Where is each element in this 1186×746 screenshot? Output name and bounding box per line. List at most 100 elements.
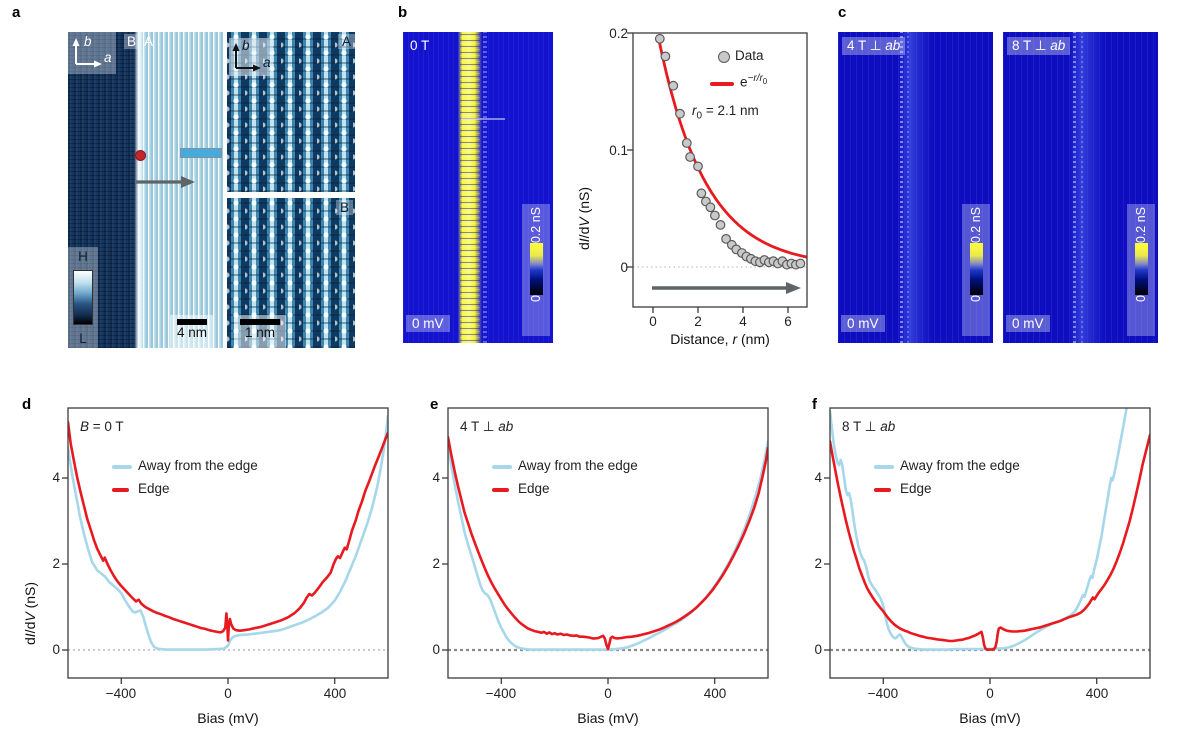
ytick-0: 0 xyxy=(52,642,60,657)
spectra-chart-0T xyxy=(62,407,389,684)
crystal-axes-arrows xyxy=(72,38,102,68)
colorbar-min-label: 0 xyxy=(969,295,983,303)
map-field-label: 0 T xyxy=(410,38,430,53)
legend-data-label: Data xyxy=(735,48,764,63)
xtick-0: 0 xyxy=(224,686,232,701)
scalebar-main-label: 4 nm xyxy=(176,325,207,340)
legend-edge-swatch xyxy=(112,488,129,492)
ytick-2: 2 xyxy=(814,556,822,571)
didv-map-8T: 8 T ⊥ ab 0 mV 0.2 nS 0 xyxy=(1003,32,1158,343)
legend-fit-label: e−r/r0 xyxy=(740,73,768,90)
xtick-neg400: −400 xyxy=(485,686,517,701)
axis-b-label: b xyxy=(84,34,92,49)
height-colorbar: H L xyxy=(68,247,98,348)
map-field-label: 4 T ⊥ ab xyxy=(842,37,906,55)
height-colorbar-gradient xyxy=(73,270,93,325)
xtick-400: 400 xyxy=(1085,686,1109,701)
speckle-column xyxy=(900,32,903,343)
axis-a-label: a xyxy=(104,50,112,65)
xtick-neg400: −400 xyxy=(867,686,899,701)
terrace-a-label: A xyxy=(144,34,154,49)
ytick-4: 4 xyxy=(432,470,440,485)
scalebar-inset-bar xyxy=(240,319,280,325)
colorbar-max-label: 0.2 nS xyxy=(969,207,983,244)
scalebar-main: 4 nm xyxy=(170,315,214,348)
scan-streak xyxy=(461,118,505,120)
inset-a-label: A xyxy=(338,34,356,49)
xtick-400: 400 xyxy=(703,686,727,701)
inset-axes-arrows xyxy=(232,43,261,72)
decay-ytick-0: 0 xyxy=(620,260,628,275)
spectra-xlabel: Bias (mV) xyxy=(197,710,259,726)
spectra-f-title: 8 T ⊥ ab xyxy=(842,419,896,434)
legend-data-marker xyxy=(718,51,730,63)
colorbar-gradient xyxy=(529,243,543,296)
scalebar-inset-label: 1 nm xyxy=(244,325,275,340)
speckle-column xyxy=(1081,32,1083,343)
legend-away-swatch xyxy=(492,465,512,469)
edge-state-stripe-noise xyxy=(460,32,480,343)
ytick-4: 4 xyxy=(52,470,60,485)
line-cut-rectangle-marker xyxy=(180,148,222,158)
decay-chart xyxy=(627,32,808,313)
legend-away-swatch xyxy=(874,465,894,469)
spectra-ylabel: dI/dV (nS) xyxy=(22,581,38,645)
ytick-0: 0 xyxy=(814,642,822,657)
decay-ytick-0.1: 0.1 xyxy=(609,143,628,158)
legend-edge-swatch xyxy=(874,488,891,492)
xtick-neg400: −400 xyxy=(105,686,137,701)
ytick-2: 2 xyxy=(432,556,440,571)
legend-away-swatch xyxy=(112,465,132,469)
scalebar-inset: 1 nm xyxy=(234,315,286,348)
didv-colorbar: 0.2 nS 0 xyxy=(962,204,990,336)
decay-xlabel: Distance, r (nm) xyxy=(670,331,770,347)
panel-letter-e: e xyxy=(430,396,439,413)
legend-edge-label: Edge xyxy=(518,481,550,496)
speckle-column xyxy=(907,32,909,343)
profile-direction-arrow xyxy=(136,176,195,188)
legend-away-label: Away from the edge xyxy=(900,458,1020,473)
colorbar-gradient xyxy=(1134,243,1148,296)
spectra-chart-8T xyxy=(824,407,1151,684)
didv-map-0T: 0 T 0 mV 0.2 nS 0 xyxy=(403,32,553,343)
height-high-label: H xyxy=(78,249,88,264)
decay-ylabel: dI/dV (nS) xyxy=(576,186,592,250)
panel-letter-f: f xyxy=(812,396,817,413)
stm-step-edge xyxy=(134,32,144,348)
inset-axis-a-label: a xyxy=(263,55,271,70)
legend-fit-line xyxy=(710,82,734,86)
decay-xtick-4: 4 xyxy=(739,314,747,329)
ytick-4: 4 xyxy=(814,470,822,485)
xtick-400: 400 xyxy=(323,686,347,701)
colorbar-gradient xyxy=(969,243,983,296)
spectra-e-title: 4 T ⊥ ab xyxy=(460,419,514,434)
legend-edge-swatch xyxy=(492,488,509,492)
map-bias-label: 0 mV xyxy=(1006,315,1050,332)
panel-letter-a: a xyxy=(12,4,21,21)
decay-ytick-0.2: 0.2 xyxy=(609,26,628,41)
didv-map-4T: 4 T ⊥ ab 0 mV 0.2 nS 0 xyxy=(838,32,993,343)
map-bias-label: 0 mV xyxy=(406,315,450,332)
stm-terrace-a-region xyxy=(138,32,224,348)
decay-annotation-r0: r0 = 2.1 nm xyxy=(692,103,759,122)
legend-edge-label: Edge xyxy=(900,481,932,496)
spectra-d-title: B = 0 T xyxy=(80,419,124,434)
terrace-b-label: B xyxy=(124,34,140,49)
ytick-0: 0 xyxy=(432,642,440,657)
colorbar-max-label: 0.2 nS xyxy=(529,207,543,244)
map-bias-label: 0 mV xyxy=(841,315,885,332)
panel-letter-d: d xyxy=(22,396,32,413)
colorbar-min-label: 0 xyxy=(529,295,543,303)
colorbar-max-label: 0.2 nS xyxy=(1134,207,1148,244)
xtick-0: 0 xyxy=(604,686,612,701)
height-low-label: L xyxy=(79,331,87,346)
panel-letter-b: b xyxy=(398,4,408,21)
didv-colorbar: 0.2 nS 0 xyxy=(522,204,550,336)
spectra-chart-4T xyxy=(442,407,769,684)
decay-xtick-2: 2 xyxy=(694,314,702,329)
spectra-xlabel: Bias (mV) xyxy=(959,710,1021,726)
didv-colorbar: 0.2 nS 0 xyxy=(1127,204,1155,336)
inset-b-label: B xyxy=(336,200,354,215)
panel-letter-c: c xyxy=(838,4,847,21)
